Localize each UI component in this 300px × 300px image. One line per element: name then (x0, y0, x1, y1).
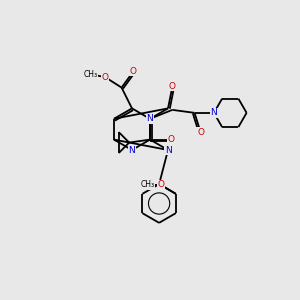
Text: CH₃: CH₃ (140, 180, 155, 189)
Text: O: O (197, 128, 204, 137)
Text: O: O (167, 135, 174, 144)
Text: O: O (130, 67, 137, 76)
Text: O: O (158, 180, 164, 189)
Text: N: N (129, 146, 135, 154)
Text: N: N (147, 114, 153, 123)
Text: O: O (169, 82, 176, 91)
Text: N: N (211, 108, 217, 117)
Text: CH₃: CH₃ (83, 70, 98, 79)
Text: N: N (165, 146, 171, 154)
Text: O: O (102, 73, 109, 82)
